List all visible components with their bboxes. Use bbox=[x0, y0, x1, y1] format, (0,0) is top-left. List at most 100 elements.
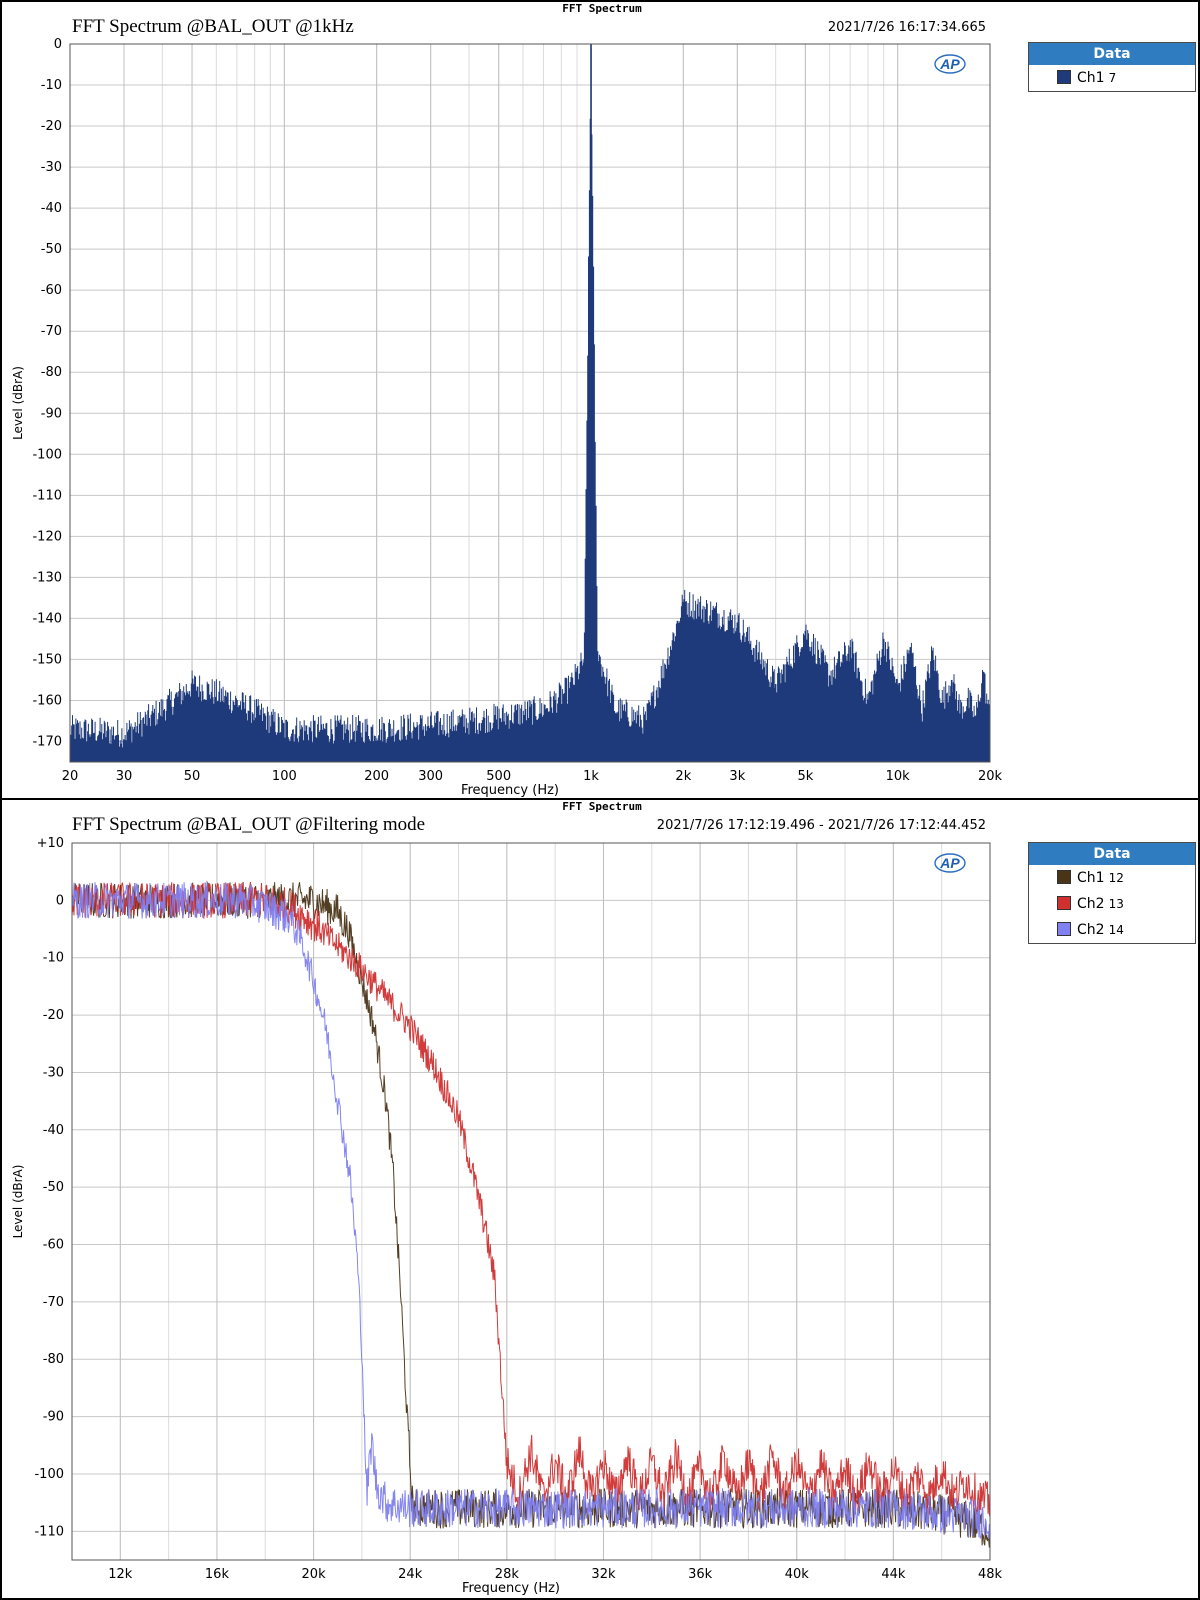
x-tick-label: 24k bbox=[398, 1567, 423, 1582]
x-tick-label: 44k bbox=[881, 1567, 906, 1582]
chart-panel-1: FFT Spectrum FFT Spectrum @BAL_OUT @1kHz… bbox=[0, 0, 1200, 800]
legend-item[interactable]: Ch1 7 bbox=[1029, 65, 1195, 91]
legend-series-name: Ch1 bbox=[1077, 70, 1105, 86]
x-tick-label: 3k bbox=[729, 769, 745, 784]
x-tick-label: 30 bbox=[116, 769, 133, 784]
x-tick-label: 100 bbox=[272, 769, 297, 784]
series-group bbox=[69, 44, 991, 762]
series-noise-floor bbox=[69, 47, 991, 762]
y-tick-label: 0 bbox=[56, 893, 64, 908]
x-tick-label: 16k bbox=[205, 1567, 230, 1582]
y-axis-label: Level (dBrA) bbox=[11, 1165, 25, 1239]
y-tick-label: -10 bbox=[41, 78, 62, 93]
y-tick-label: -60 bbox=[43, 1238, 64, 1253]
y-tick-label: -100 bbox=[34, 1467, 64, 1482]
legend-item[interactable]: Ch2 13 bbox=[1029, 891, 1195, 917]
legend-series-number: 12 bbox=[1108, 871, 1124, 885]
y-tick-label: -80 bbox=[43, 1352, 64, 1367]
legend-swatch bbox=[1057, 70, 1071, 84]
plot-area-2: +10 0 -10 -20 -30 -40 -50 -60 -70 -80 -90 -100 -110 1… bbox=[11, 836, 1003, 1596]
legend-item[interactable]: Ch2 14 bbox=[1029, 917, 1195, 943]
legend-series-number: 14 bbox=[1108, 923, 1124, 937]
y-tick-label: -30 bbox=[43, 1065, 64, 1080]
legend-series-name: Ch2 bbox=[1077, 896, 1105, 912]
series-line-3 bbox=[71, 881, 991, 1539]
legend-swatch bbox=[1057, 870, 1071, 884]
x-tick-label: 5k bbox=[797, 769, 813, 784]
x-tick-label: 36k bbox=[688, 1567, 713, 1582]
plot-area-1: 0 -10 -20 -30 -40 -50 -60 -70 -80 -90 -100 -110 -120… bbox=[11, 37, 1003, 798]
y-tick-label: -50 bbox=[41, 242, 62, 257]
y-tick-label: +10 bbox=[37, 836, 64, 851]
y-tick-label: -100 bbox=[32, 447, 62, 462]
x-tick-label: 20k bbox=[302, 1567, 327, 1582]
legend-series-name: Ch2 bbox=[1077, 922, 1105, 938]
y-axis-label: Level (dBrA) bbox=[11, 366, 25, 440]
y-tick-label: -80 bbox=[41, 365, 62, 380]
legend-series-name: Ch1 bbox=[1077, 870, 1105, 886]
y-tick-label: -170 bbox=[32, 734, 62, 749]
chart-timestamp: 2021/7/26 17:12:19.496 - 2021/7/26 17:12… bbox=[656, 818, 986, 833]
series-group bbox=[71, 880, 991, 1548]
x-tick-label: 12k bbox=[108, 1567, 133, 1582]
y-tick-label: -120 bbox=[32, 529, 62, 544]
y-tick-label: -110 bbox=[32, 488, 62, 503]
x-axis-label: Frequency (Hz) bbox=[461, 783, 559, 798]
y-tick-label: -40 bbox=[41, 201, 62, 216]
ap-logo-ring bbox=[934, 853, 966, 873]
x-tick-label: 200 bbox=[364, 769, 389, 784]
x-tick-label: 50 bbox=[184, 769, 201, 784]
y-tick-label: -150 bbox=[32, 652, 62, 667]
legend-2: Data Ch1 12 Ch2 13 Ch2 14 bbox=[1028, 842, 1196, 944]
legend-1: Data Ch1 7 bbox=[1028, 42, 1196, 92]
legend-swatch bbox=[1057, 896, 1071, 910]
y-tick-label: -130 bbox=[32, 570, 62, 585]
x-tick-label: 32k bbox=[591, 1567, 616, 1582]
y-tick-label: 0 bbox=[54, 37, 62, 52]
x-tick-label: 1k bbox=[583, 769, 599, 784]
x-axis-label: Frequency (Hz) bbox=[462, 1581, 560, 1596]
x-tick-label: 20k bbox=[978, 769, 1003, 784]
y-tick-label: -160 bbox=[32, 693, 62, 708]
y-tick-label: -40 bbox=[43, 1123, 64, 1138]
legend-item[interactable]: Ch1 12 bbox=[1029, 865, 1195, 891]
x-tick-label: 500 bbox=[486, 769, 511, 784]
ap-logo-icon: AP bbox=[934, 54, 966, 74]
x-tick-label: 300 bbox=[418, 769, 443, 784]
series-line-2 bbox=[71, 881, 991, 1518]
y-tick-label: -90 bbox=[41, 406, 62, 421]
ap-logo-ring bbox=[934, 54, 966, 74]
y-tick-label: -30 bbox=[41, 160, 62, 175]
legend-series-number: 13 bbox=[1108, 897, 1124, 911]
y-tick-label: -70 bbox=[41, 324, 62, 339]
chart-title: FFT Spectrum @BAL_OUT @Filtering mode bbox=[72, 814, 426, 835]
legend-swatch bbox=[1057, 922, 1071, 936]
chart-caption: FFT Spectrum bbox=[562, 2, 642, 15]
y-tick-label: -60 bbox=[41, 283, 62, 298]
x-tick-label: 2k bbox=[675, 769, 691, 784]
chart-caption: FFT Spectrum bbox=[562, 800, 642, 813]
y-tick-label: -50 bbox=[43, 1180, 64, 1195]
ap-logo-icon: AP bbox=[934, 853, 966, 873]
y-tick-label: -90 bbox=[43, 1410, 64, 1425]
ap-logo-text: AP bbox=[939, 56, 960, 72]
legend-title: Data bbox=[1029, 843, 1195, 865]
plot-border bbox=[71, 842, 991, 1561]
y-tick-label: -10 bbox=[43, 951, 64, 966]
chart-timestamp: 2021/7/26 16:17:34.665 bbox=[827, 20, 986, 35]
legend-series-number: 7 bbox=[1108, 71, 1117, 85]
x-tick-label: 48k bbox=[978, 1567, 1003, 1582]
x-tick-label: 10k bbox=[886, 769, 911, 784]
x-tick-label: 20 bbox=[62, 769, 79, 784]
ap-logo-text: AP bbox=[939, 855, 960, 871]
plot-border bbox=[69, 43, 991, 763]
chart-title: FFT Spectrum @BAL_OUT @1kHz bbox=[72, 16, 354, 37]
y-tick-label: -70 bbox=[43, 1295, 64, 1310]
chart-panel-2: FFT Spectrum FFT Spectrum @BAL_OUT @Filt… bbox=[0, 798, 1200, 1600]
x-tick-label: 40k bbox=[785, 1567, 810, 1582]
legend-title: Data bbox=[1029, 43, 1195, 65]
y-tick-label: -20 bbox=[43, 1008, 64, 1023]
x-tick-label: 28k bbox=[495, 1567, 520, 1582]
y-tick-label: -140 bbox=[32, 611, 62, 626]
y-tick-label: -110 bbox=[34, 1524, 64, 1539]
